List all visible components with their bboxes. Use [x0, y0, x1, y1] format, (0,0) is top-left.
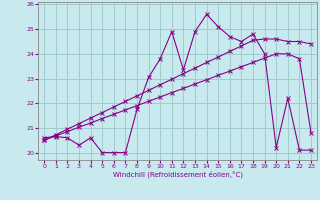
X-axis label: Windchill (Refroidissement éolien,°C): Windchill (Refroidissement éolien,°C): [113, 171, 243, 178]
